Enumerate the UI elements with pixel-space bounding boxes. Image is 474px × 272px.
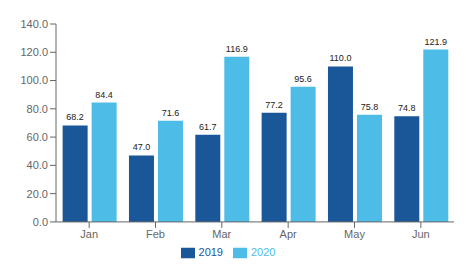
svg-text:68.2: 68.2 (66, 112, 84, 122)
svg-text:116.9: 116.9 (226, 44, 248, 54)
svg-text:77.2: 77.2 (265, 100, 283, 110)
svg-text:121.9: 121.9 (425, 37, 448, 47)
svg-text:47.0: 47.0 (133, 142, 151, 152)
svg-text:100.0: 100.0 (20, 74, 48, 86)
svg-text:120.0: 120.0 (20, 46, 48, 58)
svg-text:71.6: 71.6 (162, 108, 180, 118)
svg-text:61.7: 61.7 (199, 122, 217, 132)
svg-text:20.0: 20.0 (27, 188, 48, 200)
svg-text:140.0: 140.0 (20, 18, 48, 30)
svg-text:40.0: 40.0 (27, 159, 48, 171)
svg-text:Feb: Feb (146, 228, 165, 240)
svg-text:Jan: Jan (80, 228, 98, 240)
svg-text:95.6: 95.6 (294, 74, 312, 84)
svg-text:0.0: 0.0 (33, 216, 48, 228)
svg-text:60.0: 60.0 (27, 131, 48, 143)
html-text:2020: 2020 (251, 245, 276, 258)
svg-text:May: May (344, 228, 365, 240)
svg-text:Mar: Mar (212, 228, 231, 240)
svg-text:80.0: 80.0 (27, 103, 48, 115)
svg-text:Apr: Apr (280, 228, 297, 240)
svg-text:110.0: 110.0 (330, 53, 352, 63)
svg-text:74.8: 74.8 (398, 103, 416, 113)
svg-text:84.4: 84.4 (95, 90, 113, 100)
svg-text:Jun: Jun (412, 228, 430, 240)
svg-text:75.8: 75.8 (361, 102, 379, 112)
html-text:2019: 2019 (198, 245, 223, 258)
